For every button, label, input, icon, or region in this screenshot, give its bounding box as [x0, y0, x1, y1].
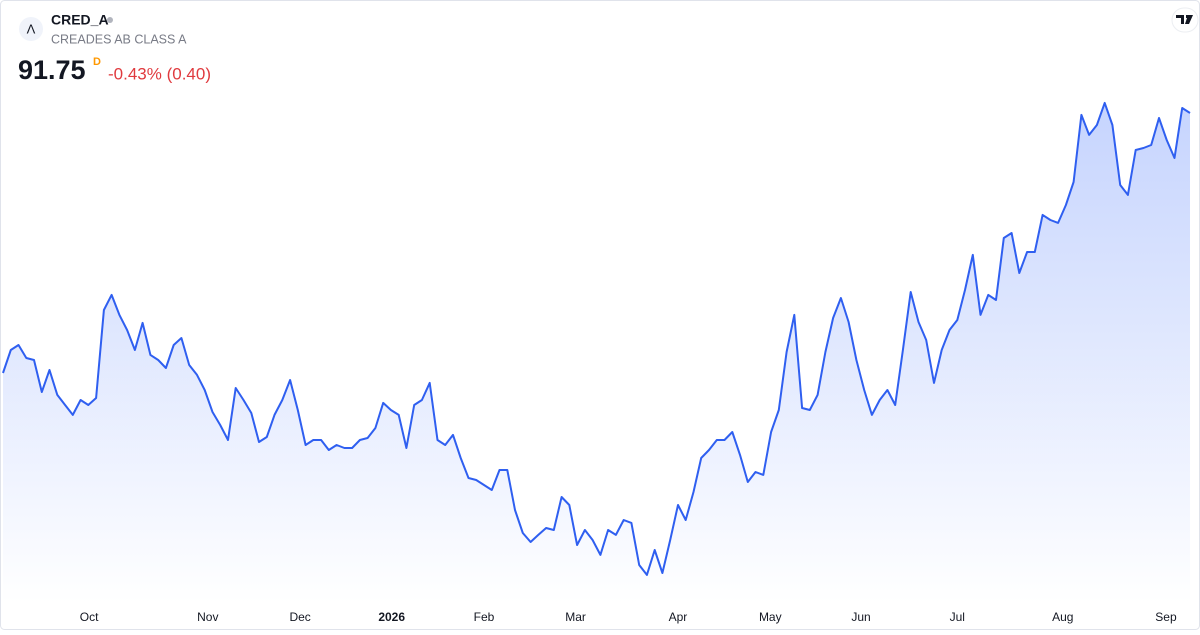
company-name: CREADES AB CLASS A — [51, 32, 187, 46]
area-fill — [3, 102, 1190, 604]
price-line — [2, 101, 1191, 576]
plot — [2, 101, 1191, 604]
x-tick-label: Aug — [1052, 610, 1073, 624]
x-tick-label: Oct — [80, 610, 99, 624]
x-tick-label: 2026 — [378, 610, 405, 624]
x-tick-label: Mar — [565, 610, 586, 624]
change: -0.43% (0.40) — [108, 64, 211, 83]
x-tick-label: Feb — [474, 610, 495, 624]
symbol[interactable]: CRED_A — [51, 12, 109, 28]
tv-logo[interactable] — [1171, 7, 1199, 33]
x-axis: Oct Nov Dec 2026 Feb Mar Apr May Jun Jul Aug Sep — [80, 610, 1177, 624]
x-tick-label: Jul — [950, 610, 965, 624]
price: 91.75 — [18, 55, 86, 85]
x-tick-label: Jun — [851, 610, 870, 624]
logo-badge — [19, 17, 43, 41]
x-tick-label: May — [759, 610, 782, 624]
x-tick-label: Nov — [197, 610, 218, 624]
status-dot — [107, 17, 113, 23]
x-tick-label: Apr — [669, 610, 688, 624]
interval: D — [93, 56, 101, 68]
x-tick-label: Dec — [289, 610, 310, 624]
logo: Λ — [27, 21, 36, 36]
x-tick-label: Sep — [1155, 610, 1177, 624]
